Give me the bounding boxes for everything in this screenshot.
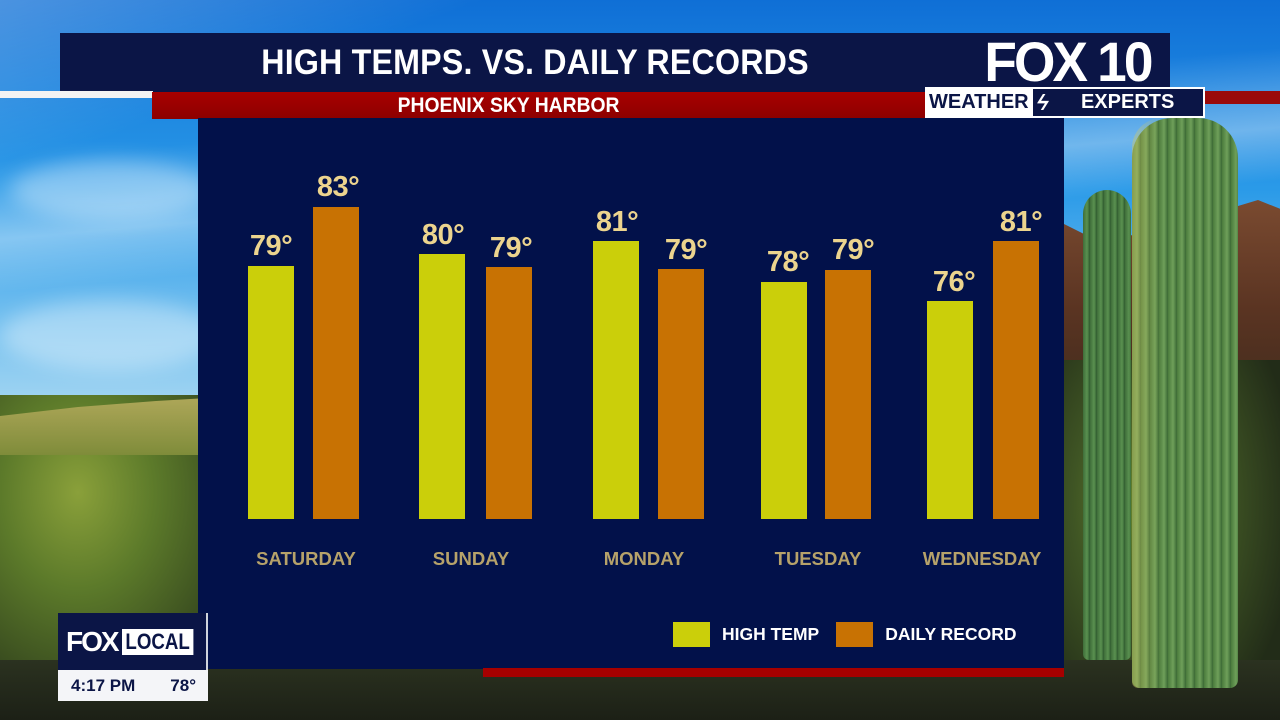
- fox-local-info: 4:17 PM 78°: [58, 670, 208, 701]
- bar-monday-record: [658, 269, 704, 519]
- bar-sunday-high: [419, 254, 465, 519]
- day-saturday: SATURDAY: [256, 548, 356, 569]
- station-name: FOX 10: [984, 29, 1153, 93]
- bar-sunday-record: [486, 267, 532, 519]
- saguaro-cactus: [1132, 118, 1238, 688]
- tagline-weather: WEATHER: [925, 89, 1033, 116]
- current-time: 4:17 PM: [71, 675, 136, 695]
- station-logo: FOX 10: [965, 33, 1170, 90]
- legend-swatch-daily-record: [836, 622, 874, 647]
- bar-wednesday-high: [927, 301, 973, 519]
- lightning-bolt-icon: ϟ: [1033, 89, 1052, 115]
- fox-local-brand-local: LOCAL: [121, 628, 193, 655]
- label-sunday-high: 80°: [421, 219, 465, 251]
- label-sunday-record: 79°: [489, 232, 533, 264]
- chart-panel: 79° 83° SATURDAY 80° 79° SUNDAY 81° 79° …: [198, 118, 1064, 669]
- day-monday: MONDAY: [603, 548, 685, 569]
- day-tuesday: TUESDAY: [774, 548, 862, 569]
- chart-subtitle: PHOENIX SKY HARBOR: [397, 93, 620, 117]
- chart-legend: HIGH TEMP DAILY RECORD: [673, 622, 1034, 647]
- red-accent-line: [1203, 91, 1280, 104]
- legend-swatch-high-temp: [673, 622, 710, 647]
- fox-local-logo: FOX LOCAL: [58, 613, 208, 670]
- bar-wednesday-record: [993, 241, 1039, 519]
- bar-tuesday-record: [825, 270, 871, 519]
- label-saturday-record: 83°: [316, 171, 360, 203]
- chart-title: HIGH TEMPS. VS. DAILY RECORDS: [261, 42, 809, 82]
- fox-local-brand-fox: FOX: [66, 625, 120, 657]
- cloud: [0, 300, 220, 370]
- label-wednesday-record: 81°: [999, 206, 1043, 238]
- bar-saturday-high: [248, 266, 294, 519]
- day-wednesday: WEDNESDAY: [922, 548, 1042, 569]
- subtitle-bar: PHOENIX SKY HARBOR: [152, 92, 925, 119]
- label-saturday-high: 79°: [249, 230, 293, 262]
- panel-bottom-accent: [483, 668, 1064, 677]
- label-wednesday-high: 76°: [932, 266, 976, 298]
- label-monday-record: 79°: [664, 234, 708, 266]
- day-sunday: SUNDAY: [432, 548, 510, 569]
- bar-saturday-record: [313, 207, 359, 519]
- fox-local-bug: FOX LOCAL 4:17 PM 78°: [58, 613, 208, 701]
- cloud: [10, 160, 210, 220]
- bar-tuesday-high: [761, 282, 807, 519]
- label-tuesday-record: 79°: [831, 234, 875, 266]
- white-accent-line: [0, 91, 153, 98]
- bar-monday-high: [593, 241, 639, 519]
- current-temperature: 78°: [170, 675, 196, 695]
- tagline-experts: EXPERTS: [1080, 91, 1175, 113]
- label-monday-high: 81°: [595, 206, 639, 238]
- label-tuesday-high: 78°: [766, 246, 810, 278]
- legend-label-daily-record: DAILY RECORD: [885, 624, 1017, 644]
- legend-label-high-temp: HIGH TEMP: [722, 624, 820, 644]
- saguaro-cactus-arm: [1083, 190, 1131, 660]
- logo-tagline: WEATHER ϟ EXPERTS: [925, 87, 1205, 118]
